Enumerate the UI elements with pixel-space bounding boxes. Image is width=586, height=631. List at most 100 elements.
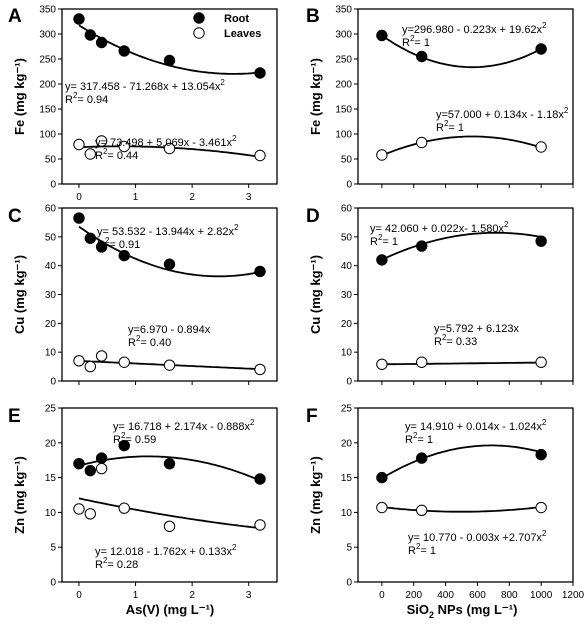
point-root xyxy=(416,50,428,63)
point-root xyxy=(84,232,96,244)
panel-e: 0 5 10 15 20 25 0 1 2 3 Zn (mg kg⁻¹) E y= 16.718 + 2… xyxy=(8,404,278,601)
point-root xyxy=(84,464,96,477)
x-tick-label: 2 xyxy=(189,192,195,203)
fit-equation: y= 14.910 + 0.014x - 1.024x2 xyxy=(405,418,547,433)
point-root xyxy=(376,471,388,484)
point-leaves xyxy=(95,462,108,475)
y-tick-label: 200 xyxy=(39,80,56,91)
x-tick-label: 2 xyxy=(189,590,195,601)
legend-marker-leaves xyxy=(193,27,205,39)
point-root xyxy=(535,235,547,247)
y-tick-label: 350 xyxy=(39,5,56,16)
panel-b: 0 50 100 150 200 250 300 350 Fe (mg kg⁻¹) By=296.… xyxy=(306,5,574,191)
y-axis-title: Cu (mg kg⁻¹) xyxy=(308,255,323,334)
y-tick-label: 20 xyxy=(45,319,57,330)
point-root xyxy=(95,36,108,49)
y-tick-label: 350 xyxy=(335,5,352,16)
fit-curve-root xyxy=(381,444,542,479)
fit-equation: y= 73.498 + 5.069x - 3.461x2 xyxy=(95,134,237,149)
x-tick-label: 0 xyxy=(76,192,82,203)
x-tick-label: 3 xyxy=(246,590,252,601)
point-leaves xyxy=(535,141,547,153)
x-tick-label: 3 xyxy=(246,192,252,203)
point-root xyxy=(535,43,547,55)
point-leaves xyxy=(254,149,266,162)
x-tick-label: 1 xyxy=(133,590,139,601)
point-root xyxy=(73,13,85,25)
y-tick-label: 20 xyxy=(45,438,57,449)
point-leaves xyxy=(118,502,130,514)
point-leaves xyxy=(95,135,108,147)
fit-equation: y=6.970 - 0.894x xyxy=(128,324,211,336)
point-leaves xyxy=(163,520,176,533)
fit-curve-root xyxy=(78,455,261,482)
y-tick-label: 25 xyxy=(45,404,57,415)
point-root xyxy=(84,29,96,41)
y-tick-label: 100 xyxy=(39,130,56,141)
y-tick-label: 250 xyxy=(335,55,352,66)
point-root xyxy=(376,29,388,42)
plot-frame xyxy=(61,407,278,583)
x-tick-label: 1 xyxy=(133,192,139,203)
y-tick-label: 40 xyxy=(45,261,57,272)
x-axis-title-left: As(V) (mg L⁻¹) xyxy=(126,602,214,617)
point-root xyxy=(95,241,108,253)
point-root xyxy=(163,54,176,67)
y-axis-title: Cu (mg kg⁻¹) xyxy=(12,255,27,334)
r-squared: R2= 0.40 xyxy=(128,334,171,349)
y-tick-label: 50 xyxy=(45,232,57,243)
point-leaves xyxy=(376,149,388,161)
y-tick-label: 0 xyxy=(346,180,352,191)
fit-curve-leaves xyxy=(78,497,261,529)
fit-equation: y= 10.770 - 0.003x +2.707x2 xyxy=(408,529,547,544)
legend-label-root: Root xyxy=(224,13,249,25)
point-leaves xyxy=(84,508,96,520)
y-tick-label: 0 xyxy=(50,180,56,191)
y-tick-label: 30 xyxy=(341,290,353,301)
point-leaves xyxy=(73,503,85,515)
fit-equation: y=5.792 + 6.123x xyxy=(434,323,520,335)
point-root xyxy=(376,254,388,266)
point-leaves xyxy=(73,355,85,367)
point-root xyxy=(416,240,428,252)
point-leaves xyxy=(376,501,388,514)
point-leaves xyxy=(535,356,547,368)
point-leaves xyxy=(416,136,428,149)
x-tick-label: 0 xyxy=(379,590,385,601)
fit-curve-root xyxy=(381,34,542,69)
r-squared: R2= 0.44 xyxy=(95,147,138,162)
y-tick-label: 150 xyxy=(335,105,352,116)
fit-equation: y=296.980 - 0.223x + 19.62x2 xyxy=(402,21,547,36)
x-tick-label: 0 xyxy=(76,590,82,601)
fit-equation: y= 16.718 + 2.174x - 0.888x2 xyxy=(113,418,255,433)
point-root xyxy=(118,439,130,452)
panel-letter: E xyxy=(8,406,21,427)
panel-f: 0 5 10 15 20 25 0 200 400 600 800 1000 1200 Zn (mg kg… xyxy=(306,404,585,602)
fit-equation: y= 53.532 - 13.944x + 2.82x2 xyxy=(97,223,239,238)
point-root xyxy=(416,452,428,464)
y-tick-label: 150 xyxy=(39,105,56,116)
panel-d: 0 10 20 30 40 50 60 Cu (mg kg⁻¹) Dy= 42.060 + 0.… xyxy=(306,204,574,388)
point-leaves xyxy=(84,360,96,373)
y-tick-label: 60 xyxy=(45,204,57,215)
point-leaves xyxy=(95,350,108,362)
point-leaves xyxy=(118,140,130,153)
point-leaves xyxy=(163,142,176,155)
y-tick-label: 300 xyxy=(39,30,56,41)
point-leaves xyxy=(416,504,428,517)
y-tick-label: 20 xyxy=(341,319,353,330)
x-tick-label: 400 xyxy=(437,590,454,601)
y-tick-label: 200 xyxy=(335,80,352,91)
fit-equation: y=57.000 + 0.134x - 1.18x2 xyxy=(436,106,569,121)
y-tick-label: 10 xyxy=(45,348,57,359)
y-tick-label: 5 xyxy=(346,543,352,554)
fit-equation: y= 12.018 - 1.762x + 0.133x2 xyxy=(95,543,237,558)
fit-curve-leaves xyxy=(381,506,542,513)
plot-frame xyxy=(61,8,278,185)
r-squared: R2= 1 xyxy=(405,431,433,446)
r-squared: R2= 1 xyxy=(436,119,464,134)
y-tick-label: 100 xyxy=(335,130,352,141)
x-tick-label: 800 xyxy=(501,590,518,601)
r-squared: R2= 1 xyxy=(408,542,436,557)
